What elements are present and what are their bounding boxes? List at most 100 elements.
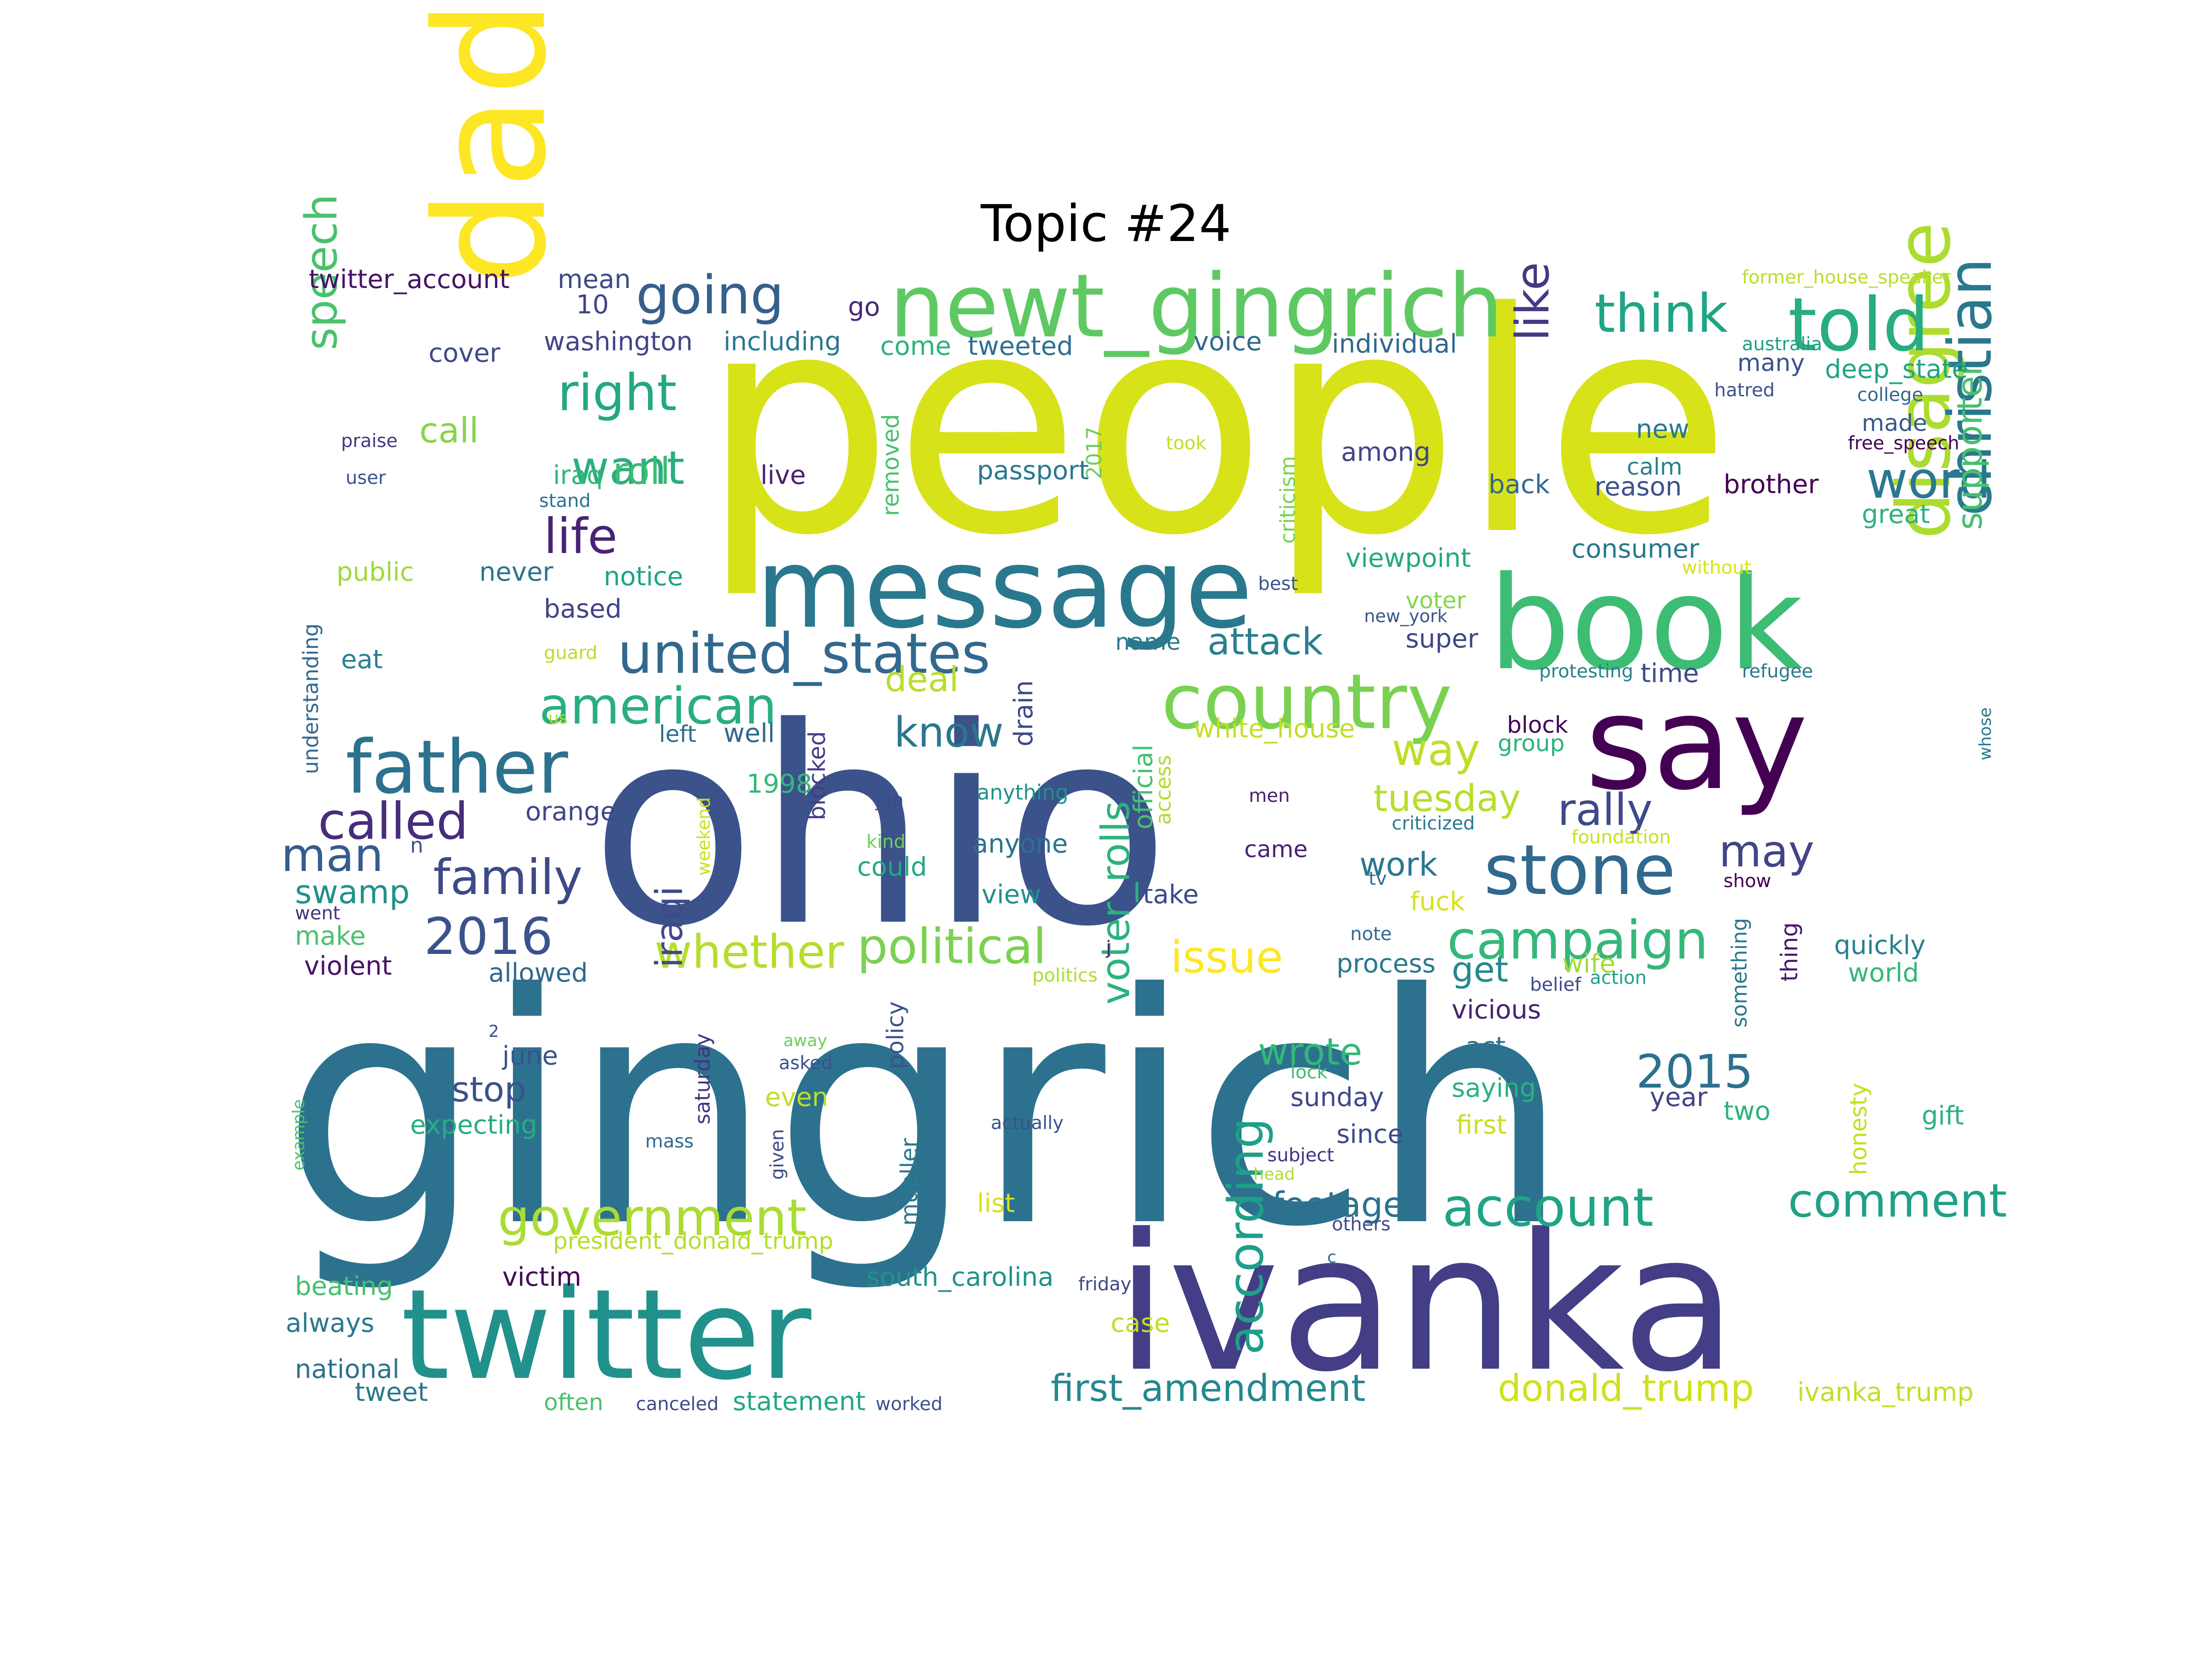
cloud-word-given: given [767, 1129, 788, 1180]
cloud-word-man: man [281, 828, 383, 882]
cloud-word-saturday: saturday [690, 1033, 715, 1124]
cloud-word-first: first [1456, 1110, 1506, 1140]
cloud-word-ohio: ohio [590, 670, 1171, 986]
cloud-word-voter: voter [1406, 587, 1466, 614]
cloud-word-iraqi: iraqi [648, 886, 691, 968]
cloud-word-list: list [977, 1188, 1015, 1218]
cloud-word-campaign: campaign [1447, 910, 1708, 971]
cloud-word-christian: christian [1935, 258, 2005, 516]
cloud-word-head: head [1253, 1165, 1295, 1184]
cloud-word-issue: issue [1171, 932, 1283, 983]
cloud-word-friday: friday [1078, 1274, 1131, 1295]
cloud-word-orange: orange [525, 797, 616, 827]
cloud-word-block: block [1507, 712, 1568, 738]
cloud-word-often: often [544, 1389, 603, 1416]
cloud-word-deep-state: deep_state [1825, 354, 1968, 384]
cloud-word-passport: passport [977, 456, 1089, 486]
cloud-word-right: right [558, 363, 677, 422]
cloud-word-2: 2 [488, 1022, 499, 1041]
cloud-word-government: government [498, 1188, 807, 1247]
cloud-word-swamp: swamp [295, 873, 410, 911]
cloud-word-going: going [636, 265, 784, 326]
cloud-word-word: word [1866, 451, 1991, 510]
cloud-word-even: even [765, 1082, 829, 1112]
cloud-word-action: action [1590, 967, 1647, 988]
cloud-word-twitter-account: twitter_account [309, 265, 510, 294]
cloud-word-refugee: refugee [1742, 661, 1813, 682]
cloud-word-example: example [289, 1099, 308, 1171]
cloud-word-c: c [1327, 1248, 1336, 1267]
cloud-word-mean: mean [558, 265, 631, 294]
cloud-word-mass: mass [645, 1131, 694, 1152]
cloud-word-message: message [756, 524, 1253, 653]
cloud-word-iraq: iraq [553, 460, 603, 490]
cloud-word-attack: attack [1207, 620, 1324, 663]
cloud-word-book: book [1488, 549, 1803, 699]
cloud-word-tuesday: tuesday [1373, 777, 1521, 820]
cloud-word-guard: guard [544, 642, 597, 664]
cloud-word-donald-trump: donald_trump [1498, 1367, 1754, 1410]
cloud-word-college: college [1857, 384, 1923, 406]
cloud-word-always: always [286, 1308, 374, 1338]
cloud-word-want: want [571, 441, 685, 495]
chart-title: Topic #24 [981, 194, 1231, 253]
cloud-word-ivanka: ivanka [1115, 1193, 1737, 1413]
cloud-word-whose: whose [1976, 707, 1995, 760]
cloud-word-come: come [880, 331, 951, 361]
cloud-word-go: go [848, 292, 880, 322]
cloud-word-us: us [548, 709, 568, 728]
cloud-word-victim: victim [502, 1262, 582, 1292]
cloud-word-anything: anything [977, 780, 1068, 805]
cloud-word-among: among [1341, 437, 1430, 467]
cloud-word-politics: politics [1032, 965, 1098, 986]
cloud-word-expecting: expecting [410, 1110, 537, 1140]
cloud-word-user: user [346, 467, 386, 488]
cloud-word-australia: australia [1742, 334, 1822, 355]
cloud-word-super: super [1406, 624, 1479, 654]
cloud-word-great: great [1862, 500, 1930, 529]
cloud-word-ivanka-trump: ivanka_trump [1797, 1377, 1974, 1407]
cloud-word-quickly: quickly [1834, 930, 1926, 960]
cloud-word-told: told [1788, 282, 1930, 368]
cloud-word-act: act [1465, 1032, 1506, 1062]
cloud-word-south-carolina: south_carolina [866, 1262, 1053, 1292]
cloud-word-sunday: sunday [1290, 1082, 1384, 1112]
cloud-word-official: official [1129, 744, 1159, 830]
cloud-word-notice: notice [604, 562, 683, 592]
cloud-word-saying: saying [1452, 1073, 1536, 1103]
cloud-word-people: people [700, 247, 1731, 602]
cloud-word-called: called [318, 792, 469, 851]
cloud-word-removed: removed [877, 414, 904, 516]
cloud-word-criticized: criticized [1392, 813, 1475, 834]
cloud-word-vicious: vicious [1452, 995, 1541, 1025]
cloud-word-united-states: united_states [618, 622, 990, 686]
cloud-word-2016: 2016 [424, 907, 553, 966]
cloud-word-wife: wife [1562, 949, 1616, 979]
cloud-word-whether: whether [654, 925, 845, 979]
cloud-word-calm: calm [1627, 453, 1683, 480]
cloud-word-subject: subject [1267, 1145, 1334, 1166]
cloud-word-know: know [894, 708, 1004, 757]
cloud-word-political: political [857, 918, 1047, 975]
cloud-word-deal: deal [885, 659, 959, 700]
cloud-word-voter-rolls: voter_rolls [1093, 801, 1139, 1005]
cloud-word-june: june [501, 1041, 558, 1071]
cloud-word-weekend: weekend [694, 797, 714, 876]
cloud-word-wrote: wrote [1258, 1030, 1362, 1073]
cloud-word-washington: washington [544, 327, 693, 357]
cloud-word-based: based [544, 594, 622, 624]
cloud-word-away: away [783, 1031, 827, 1050]
cloud-word-mueller: mueller [896, 1138, 923, 1226]
cloud-word-access: access [1151, 755, 1176, 825]
cloud-word-make: make [295, 921, 366, 951]
cloud-word-back: back [1488, 470, 1550, 500]
cloud-word-process: process [1336, 949, 1435, 979]
cloud-word-country: country [1161, 658, 1452, 746]
cloud-word-year: year [1650, 1082, 1708, 1112]
cloud-word-family: family [433, 849, 582, 906]
cloud-word-took: took [1166, 433, 1207, 454]
cloud-word-rally: rally [1558, 785, 1653, 835]
cloud-word-comment: comment [1788, 1174, 2007, 1228]
cloud-word-white-house: white_house [1194, 714, 1355, 744]
